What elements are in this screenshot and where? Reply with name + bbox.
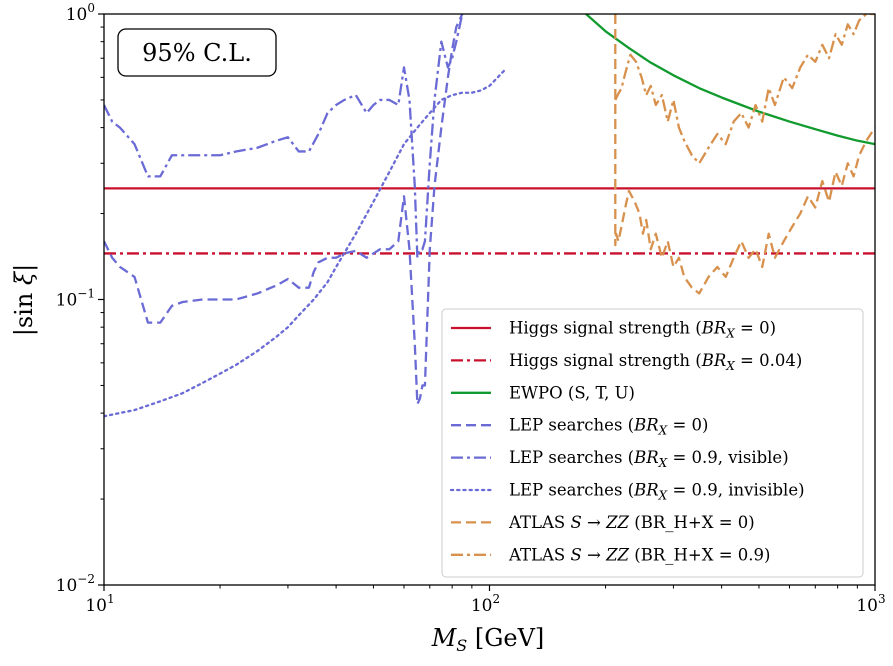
y-tick-exponent: 0 [87,1,95,15]
y-tick-label-2: 10−1 [56,287,95,311]
legend-text-part: S → ZZ [570,513,629,532]
legend-text-part: Higgs signal strength ( [509,351,702,370]
series-line-4 [104,14,464,406]
legend-text-part: LEP searches ( [509,416,634,435]
legend-text-part: LEP searches ( [509,481,634,500]
series-line-7 [614,14,875,295]
legend-text-part: X [725,327,735,341]
legend-label-3: EWPO (S, T, U) [509,383,635,402]
legend-text-part: ATLAS [508,545,570,564]
x-axis-label-symbol: M [431,624,458,652]
legend-text-part: X [658,456,668,470]
x-tick-base: 10 [471,596,493,616]
cl-annotation-text: 95% C.L. [142,39,252,67]
y-tick-exponent: −2 [77,572,95,586]
y-tick-exponent: −1 [77,287,95,301]
legend: Higgs signal strength (BRX = 0)Higgs sig… [441,308,864,578]
legend-text-part: ATLAS [508,513,570,532]
x-tick-label-3: 103 [856,592,885,616]
legend-text-part: = 0.9, visible) [667,448,788,467]
x-tick-exponent: 2 [493,592,501,606]
x-axis-label: MS [GeV] [431,624,545,655]
series-line-5 [104,14,464,259]
legend-label-1: Higgs signal strength (BRX = 0) [509,319,776,341]
x-tick-base: 10 [85,596,107,616]
legend-text-part: S → ZZ [570,545,629,564]
legend-text-part: = 0.04) [735,351,803,370]
legend-label-5: LEP searches (BRX = 0.9, visible) [509,448,789,470]
cl-annotation-box [117,28,277,77]
series-line-3 [585,14,875,146]
x-tick-exponent: 3 [878,592,886,606]
y-tick-base: 10 [66,5,88,25]
legend-label-7: ATLAS S → ZZ (BR_H+X = 0) [508,513,755,532]
y-tick-base: 10 [56,291,78,311]
legend-frame [441,308,864,578]
legend-text-part: EWPO (S, T, U) [509,383,635,402]
legend-label-8: ATLAS S → ZZ (BR_H+X = 0.9) [508,545,770,564]
legend-text-part: LEP searches ( [509,448,634,467]
y-tick-label-1: 10−2 [56,572,95,596]
y-axis-label: |sin ξ| [10,264,39,336]
x-tick-label-1: 101 [85,592,114,616]
x-axis-label-subscript: S [456,636,467,655]
series-line-6 [104,68,507,418]
legend-text-part: = 0) [735,319,776,338]
legend-text-part: (BR_H+X = 0.9) [629,545,770,564]
x-tick-label-2: 102 [471,592,500,616]
x-axis-label-unit: [GeV] [467,624,544,652]
legend-text-part: X [725,359,735,373]
series-line-8 [614,14,875,165]
series-layer [104,14,875,418]
legend-text-part: = 0) [667,416,708,435]
cl-annotation: 95% C.L. [117,28,277,77]
legend-text-part: = 0.9, invisible) [667,481,804,500]
x-tick-base: 10 [856,596,878,616]
legend-text-part: X [658,489,668,503]
legend-text-part: (BR_H+X = 0) [629,513,755,532]
legend-text-part: BR [633,481,659,500]
legend-label-6: LEP searches (BRX = 0.9, invisible) [509,481,805,503]
legend-text-part: BR [701,319,727,338]
legend-text-part: BR [633,416,659,435]
y-tick-label-3: 100 [66,1,95,25]
legend-text-part: BR [701,351,727,370]
legend-label-2: Higgs signal strength (BRX = 0.04) [509,351,802,373]
y-axis-label-xi: ξ [10,270,38,285]
legend-text-part: X [658,424,668,438]
legend-label-4: LEP searches (BRX = 0) [509,416,708,438]
x-tick-exponent: 1 [107,592,115,606]
y-tick-base: 10 [56,576,78,596]
legend-text-part: BR [633,448,659,467]
legend-text-part: Higgs signal strength ( [509,319,702,338]
